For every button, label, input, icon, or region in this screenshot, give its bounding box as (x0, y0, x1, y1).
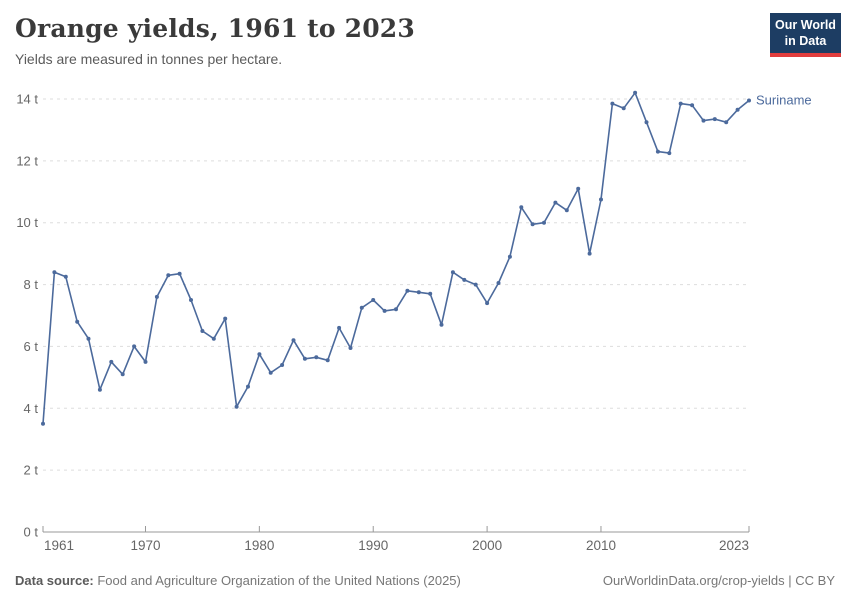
data-point-1975[interactable] (200, 329, 205, 333)
data-source: Data source: Food and Agriculture Organi… (15, 573, 461, 588)
data-point-1966[interactable] (97, 387, 102, 392)
data-point-1976[interactable] (211, 336, 216, 341)
data-point-2018[interactable] (690, 103, 695, 108)
x-axis-tick-label: 2023 (719, 538, 749, 550)
data-point-1972[interactable] (166, 273, 171, 278)
data-point-1999[interactable] (473, 282, 478, 287)
data-point-1979[interactable] (246, 384, 250, 389)
data-source-label: Data source: (15, 573, 94, 588)
data-point-2009[interactable] (587, 251, 592, 256)
y-axis-tick-label: 4 t (24, 401, 39, 416)
data-point-2019[interactable] (701, 118, 706, 123)
data-point-2010[interactable] (599, 197, 603, 202)
data-point-1978[interactable] (234, 404, 239, 409)
data-point-1997[interactable] (450, 270, 455, 275)
data-point-1990[interactable] (371, 298, 376, 302)
y-axis-tick-label: 2 t (24, 463, 39, 478)
data-point-2012[interactable] (621, 106, 626, 111)
data-point-1961[interactable] (41, 421, 45, 426)
series-label-suriname[interactable]: Suriname (756, 93, 812, 108)
data-point-1973[interactable] (177, 271, 182, 276)
data-point-1970[interactable] (143, 359, 148, 364)
data-point-1965[interactable] (86, 336, 91, 341)
y-axis-tick-label: 0 t (24, 525, 39, 540)
data-point-2007[interactable] (564, 208, 569, 213)
data-point-1969[interactable] (132, 344, 137, 349)
data-point-1963[interactable] (63, 274, 68, 279)
y-axis-tick-label: 8 t (24, 277, 39, 292)
data-point-1991[interactable] (382, 308, 387, 313)
x-axis-tick-label: 1970 (130, 538, 160, 550)
data-point-2022[interactable] (735, 107, 740, 112)
data-point-2021[interactable] (724, 120, 729, 125)
data-point-1977[interactable] (223, 316, 228, 321)
data-point-1993[interactable] (405, 288, 410, 293)
data-point-2020[interactable] (712, 117, 717, 122)
data-point-2000[interactable] (485, 301, 490, 306)
chart-subtitle: Yields are measured in tonnes per hectar… (15, 51, 283, 67)
data-point-1968[interactable] (120, 372, 125, 377)
data-point-1982[interactable] (280, 363, 285, 367)
x-axis-tick-label: 1990 (358, 538, 388, 550)
data-point-1995[interactable] (428, 291, 433, 296)
data-point-1987[interactable] (337, 325, 342, 330)
line-chart[interactable]: 0 t 2 t 4 t 6 t 8 t 10 t 12 t 14 t 1961 1970 1980 1… (0, 85, 850, 553)
owid-logo[interactable]: Our World in Data (770, 13, 841, 58)
x-axis-tick-label: 1980 (244, 538, 274, 550)
data-point-2005[interactable] (542, 220, 546, 225)
y-axis-tick-label: 10 t (16, 215, 38, 230)
page-title: Orange yields, 1961 to 2023 (15, 14, 415, 43)
credit-link[interactable]: OurWorldinData.org/crop-yields | CC BY (602, 573, 835, 588)
data-point-1974[interactable] (189, 298, 193, 302)
data-point-1992[interactable] (394, 307, 398, 312)
data-point-2003[interactable] (519, 205, 524, 210)
data-point-2017[interactable] (678, 101, 683, 106)
y-axis-tick-label: 14 t (16, 92, 38, 107)
data-point-1988[interactable] (348, 346, 353, 350)
data-point-2006[interactable] (553, 200, 558, 205)
data-point-1983[interactable] (291, 338, 296, 343)
data-point-1989[interactable] (359, 305, 364, 310)
x-axis-tick-label: 2010 (586, 538, 616, 550)
y-axis-tick-label: 6 t (24, 339, 39, 354)
data-point-1980[interactable] (257, 352, 262, 357)
x-axis-tick-label: 1961 (44, 538, 74, 550)
data-source-text: Food and Agriculture Organization of the… (93, 573, 461, 588)
data-point-2014[interactable] (644, 120, 649, 125)
data-point-2008[interactable] (576, 186, 581, 191)
data-point-1996[interactable] (439, 322, 444, 327)
data-point-2011[interactable] (610, 101, 615, 106)
x-axis-tick-label: 2000 (472, 538, 502, 550)
data-point-1986[interactable] (325, 358, 330, 363)
data-point-1967[interactable] (109, 359, 114, 364)
data-point-2015[interactable] (655, 149, 660, 154)
owid-logo-line2: in Data (784, 33, 827, 48)
data-point-2023[interactable] (747, 98, 751, 103)
data-point-1971[interactable] (154, 294, 159, 299)
data-point-2016[interactable] (667, 151, 672, 156)
data-point-1964[interactable] (75, 319, 80, 324)
chart-footer: Data source: Food and Agriculture Organi… (15, 573, 835, 588)
line-chart-svg[interactable]: 0 t 2 t 4 t 6 t 8 t 10 t 12 t 14 t 1961 1970 1980 1… (0, 85, 850, 553)
owid-logo-line1: Our World (775, 18, 836, 32)
data-point-2013[interactable] (633, 90, 638, 95)
data-point-2002[interactable] (507, 254, 512, 259)
data-point-1985[interactable] (314, 355, 319, 360)
y-axis-tick-label: 12 t (16, 153, 38, 168)
data-point-2004[interactable] (530, 222, 535, 227)
data-point-1962[interactable] (52, 270, 57, 275)
data-point-2001[interactable] (496, 281, 501, 285)
data-point-1994[interactable] (416, 290, 421, 295)
data-point-1998[interactable] (462, 277, 467, 282)
series-line-suriname (42, 92, 750, 425)
data-point-1984[interactable] (302, 356, 307, 361)
data-point-1981[interactable] (268, 370, 273, 375)
